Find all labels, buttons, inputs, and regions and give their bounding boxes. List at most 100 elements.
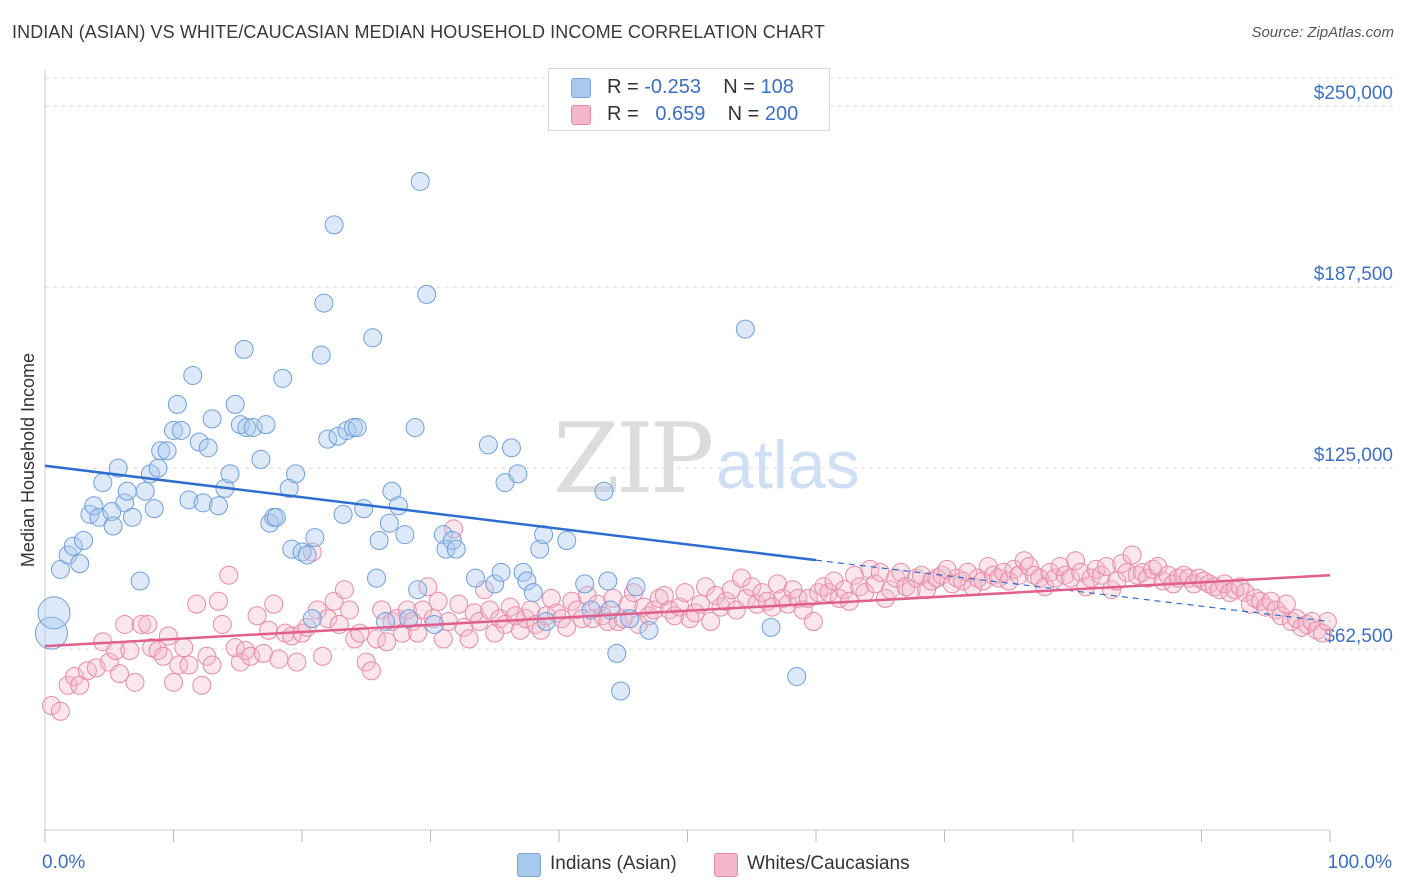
data-point-whites xyxy=(1040,562,1060,582)
data-point-whites xyxy=(423,609,443,629)
data-point-indians xyxy=(74,530,94,550)
data-point-indians xyxy=(297,545,317,565)
data-point-indians xyxy=(117,481,137,501)
data-point-whites xyxy=(187,594,207,614)
data-point-indians xyxy=(598,571,618,591)
data-point-indians xyxy=(626,577,646,597)
data-point-whites xyxy=(208,591,228,611)
data-point-whites xyxy=(377,632,397,652)
data-point-indians xyxy=(328,426,348,446)
data-point-indians xyxy=(433,525,453,545)
data-point-indians xyxy=(273,368,293,388)
data-point-indians xyxy=(164,420,183,440)
chart-title: INDIAN (ASIAN) VS WHITE/CAUCASIAN MEDIAN… xyxy=(12,22,825,42)
data-point-indians xyxy=(408,580,428,600)
data-point-whites xyxy=(1060,568,1080,588)
data-point-whites xyxy=(1071,562,1091,582)
data-point-indians xyxy=(523,583,543,603)
data-point-whites xyxy=(1312,623,1332,643)
data-point-whites xyxy=(922,571,942,591)
data-point-whites xyxy=(302,542,322,562)
data-point-whites xyxy=(809,583,829,603)
data-point-indians xyxy=(557,530,577,550)
data-point-indians xyxy=(314,293,334,313)
data-point-whites xyxy=(318,609,338,629)
data-point-indians xyxy=(135,481,155,501)
data-point-indians xyxy=(202,409,222,429)
data-point-whites xyxy=(541,588,561,608)
data-point-whites xyxy=(1215,574,1235,594)
data-point-whites xyxy=(1251,591,1271,611)
data-point-whites xyxy=(1297,614,1317,634)
data-point-whites xyxy=(138,614,158,634)
data-point-whites xyxy=(169,655,189,675)
data-point-indians xyxy=(167,394,187,414)
data-point-indians xyxy=(382,481,402,501)
data-point-whites xyxy=(608,612,628,632)
data-point-whites xyxy=(947,568,967,588)
data-point-whites xyxy=(50,701,70,721)
data-point-whites xyxy=(86,658,106,678)
data-point-whites xyxy=(711,597,731,617)
data-point-whites xyxy=(428,591,448,611)
data-point-whites xyxy=(1055,565,1075,585)
data-point-whites xyxy=(1276,594,1296,614)
source-note: Source: ZipAtlas.com xyxy=(1251,24,1394,41)
legend-swatch-indians xyxy=(571,78,591,98)
bottom-legend-label-whites: Whites/Caucasians xyxy=(747,853,910,874)
data-point-indians xyxy=(761,617,781,637)
data-point-whites xyxy=(1096,557,1116,577)
data-point-indians xyxy=(157,441,177,461)
data-point-whites xyxy=(1287,609,1307,629)
data-point-whites xyxy=(814,577,834,597)
y-tick-label: $187,500 xyxy=(1314,264,1393,285)
legend-text-whites: R = 0.659 N = 200 xyxy=(607,103,799,125)
data-point-indians xyxy=(536,612,556,632)
data-point-indians xyxy=(347,418,367,438)
data-point-whites xyxy=(110,664,130,684)
data-point-indians xyxy=(220,464,240,484)
data-point-indians xyxy=(530,539,550,559)
data-point-whites xyxy=(449,594,469,614)
data-point-whites xyxy=(153,646,173,666)
data-point-indians xyxy=(179,490,199,510)
data-point-whites xyxy=(164,672,183,692)
data-point-whites xyxy=(340,600,360,620)
data-point-indians xyxy=(478,435,498,455)
data-point-indians xyxy=(302,609,322,629)
data-point-whites xyxy=(202,655,222,675)
data-point-indians xyxy=(243,418,263,438)
data-point-indians xyxy=(388,496,408,516)
data-point-whites xyxy=(65,667,85,687)
data-point-whites xyxy=(313,646,333,666)
data-point-whites xyxy=(287,652,307,672)
data-point-whites xyxy=(361,661,381,681)
data-point-indians xyxy=(234,339,254,359)
data-point-whites xyxy=(408,623,428,643)
x-tick-label-min: 0.0% xyxy=(42,852,86,873)
data-point-indians xyxy=(148,458,168,478)
data-point-indians xyxy=(594,481,614,501)
data-point-whites xyxy=(219,565,239,585)
data-point-whites xyxy=(41,696,61,716)
data-point-indians xyxy=(37,596,71,630)
data-point-indians xyxy=(363,328,383,348)
data-point-whites xyxy=(350,623,370,643)
data-point-whites xyxy=(999,571,1019,591)
data-point-indians xyxy=(292,542,312,562)
data-point-whites xyxy=(952,571,972,591)
y-tick-label: $125,000 xyxy=(1314,445,1393,466)
data-point-whites xyxy=(334,580,354,600)
data-point-whites xyxy=(788,588,808,608)
data-point-whites xyxy=(1122,545,1142,565)
data-point-whites xyxy=(531,620,551,640)
data-point-indians xyxy=(405,418,425,438)
data-point-whites xyxy=(241,646,261,666)
data-point-indians xyxy=(193,493,213,513)
data-point-indians xyxy=(517,571,537,591)
data-point-indians xyxy=(305,528,325,548)
data-point-whites xyxy=(850,577,870,597)
data-point-whites xyxy=(701,612,721,632)
data-point-whites xyxy=(1317,612,1337,632)
